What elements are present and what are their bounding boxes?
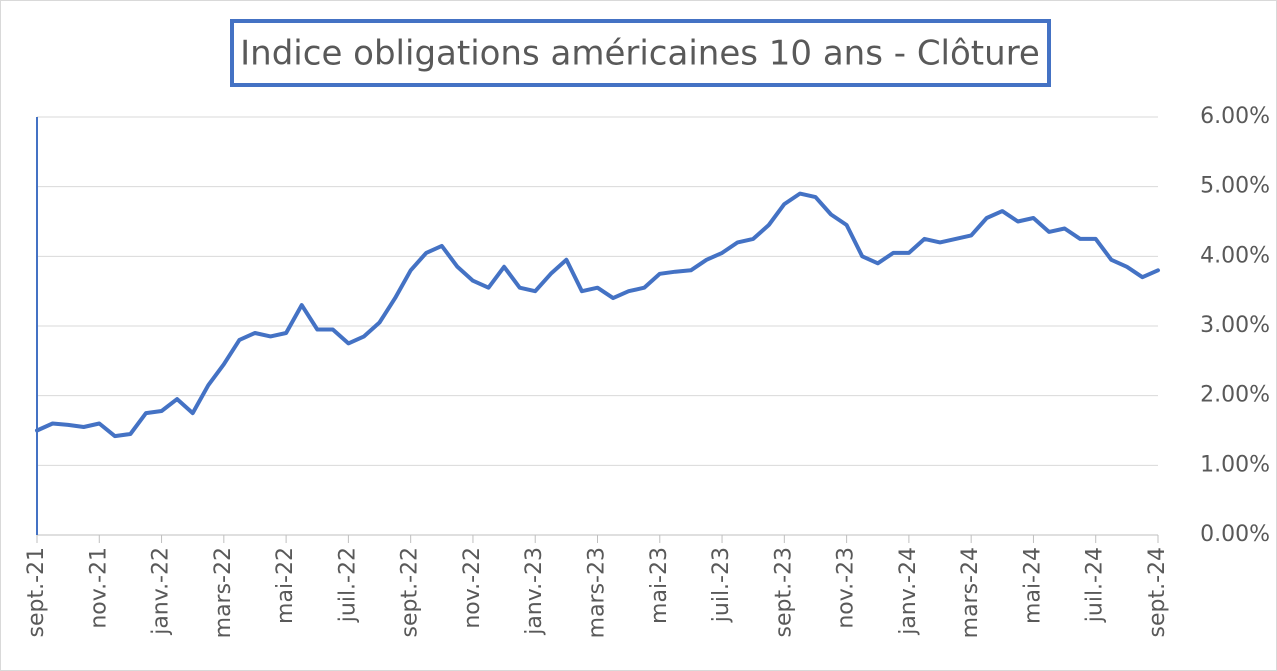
- x-tick-label: juil.-24: [1083, 547, 1108, 623]
- y-tick-label: 3.00%: [1200, 313, 1270, 338]
- x-tick-label: nov.-23: [834, 547, 859, 629]
- x-tick-label: janv.-22: [149, 547, 174, 636]
- x-tick-label: janv.-24: [896, 547, 921, 636]
- chart-title: Indice obligations américaines 10 ans - …: [240, 34, 1040, 74]
- x-tick-label: mars-24: [958, 547, 983, 638]
- y-tick-label: 0.00%: [1200, 522, 1270, 547]
- y-tick-label: 5.00%: [1200, 174, 1270, 199]
- y-tick-label: 1.00%: [1200, 452, 1270, 477]
- y-tick-label: 4.00%: [1200, 243, 1270, 268]
- x-tick-label: sept.-21: [24, 547, 49, 638]
- x-tick-label: mai-24: [1020, 547, 1045, 624]
- data-line: [35, 191, 1160, 439]
- x-tick-label: juil.-22: [335, 547, 360, 623]
- x-tick-label: mai-22: [273, 547, 298, 624]
- x-tick-label: juil.-23: [709, 547, 734, 623]
- x-tick-label: sept.-23: [771, 547, 796, 638]
- x-tick-label: janv.-23: [522, 547, 547, 636]
- x-tick-label: nov.-21: [86, 547, 111, 629]
- x-tick-label: mars-23: [585, 547, 610, 638]
- y-tick-label: 2.00%: [1200, 383, 1270, 408]
- title-box: [230, 19, 1051, 87]
- x-tick-label: sept.-24: [1145, 547, 1170, 638]
- x-tick-label: mai-23: [647, 547, 672, 624]
- x-tick-label: sept.-22: [398, 547, 423, 638]
- x-tick-label: mars-22: [211, 547, 236, 638]
- y-tick-label: 6.00%: [1200, 104, 1270, 129]
- x-tick-label: nov.-22: [460, 547, 485, 629]
